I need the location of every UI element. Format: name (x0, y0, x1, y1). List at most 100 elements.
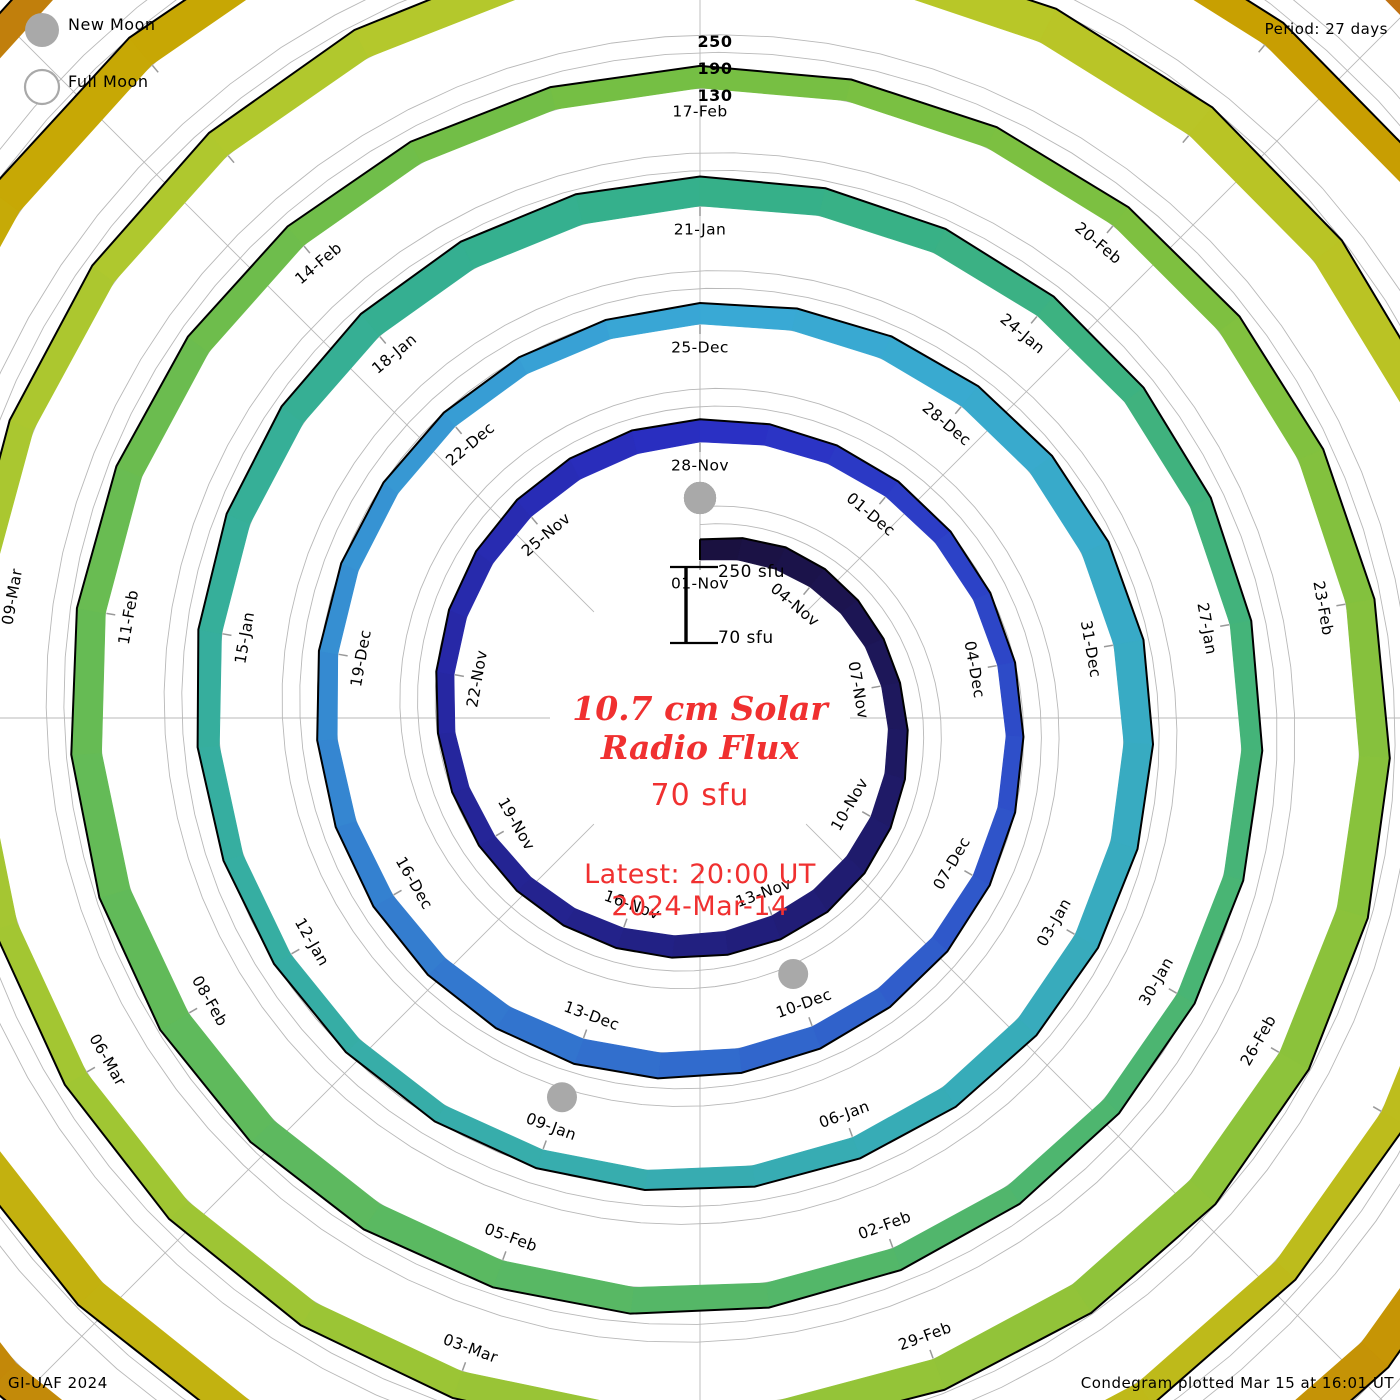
moon-marker-layer (546, 481, 809, 1113)
flux-band-segment (1112, 206, 1240, 332)
flux-band-segment (0, 922, 87, 1086)
date-label: 28-Nov (671, 457, 729, 475)
legend-full-moon-label: Full Moon (68, 72, 149, 91)
flux-band-segment (0, 837, 18, 928)
scale-bar-icon (670, 565, 718, 645)
flux-band-segment (9, 265, 115, 431)
day-tick (455, 426, 463, 435)
flux-band-segment (452, 1371, 600, 1400)
flux-band-segment (197, 629, 222, 748)
flux-band-segment (1110, 742, 1154, 850)
day-tick (871, 685, 881, 689)
moon-legend-icons (23, 13, 61, 106)
flux-band-segment (1218, 315, 1324, 461)
new-moon-marker (546, 1082, 577, 1113)
date-label: 09-Mar (0, 567, 26, 626)
scale-bar-top-label: 250 sfu (718, 562, 785, 582)
flux-band-segment (671, 931, 729, 958)
day-tick (808, 1016, 813, 1026)
flux-band-segment (605, 302, 701, 340)
flux-band-segment (818, 187, 947, 254)
flux-band-segment (885, 481, 952, 544)
flux-band-segment (360, 241, 475, 337)
day-tick (502, 1251, 507, 1261)
flux-band-segment (345, 1038, 446, 1122)
day-tick (1372, 1106, 1382, 1112)
date-label: 23-Feb (1309, 579, 1336, 636)
flux-band-segment (1223, 749, 1263, 882)
day-tick (987, 664, 997, 668)
flux-band-segment (316, 738, 357, 828)
flux-band-segment (1264, 22, 1400, 183)
flux-band-segment (1295, 1341, 1389, 1400)
day-tick (338, 653, 348, 657)
flux-band-segment (223, 854, 292, 965)
day-tick (623, 918, 628, 928)
flux-band-segment (877, 936, 948, 1008)
flux-band-segment (1103, 993, 1196, 1114)
radial-scale-tick-250: 250 (697, 32, 733, 51)
flux-band-segment (443, 356, 528, 427)
flux-band-segment (535, 1149, 648, 1191)
flux-band-segment (159, 1012, 274, 1143)
day-tick (1270, 1047, 1280, 1053)
period-label: Period: 27 days (1264, 20, 1388, 38)
day-tick (106, 612, 116, 616)
date-label: 03-Jan (1033, 895, 1075, 949)
flux-band-segment (933, 228, 1055, 317)
flux-band-segment (340, 481, 399, 571)
radial-spoke (805, 17, 1400, 613)
day-tick (582, 1029, 588, 1039)
flux-band-segment (1275, 1111, 1400, 1281)
date-label: 05-Feb (482, 1220, 540, 1256)
day-tick (878, 496, 886, 505)
flux-band-segment (573, 1038, 662, 1079)
flux-band-segment (128, 0, 247, 66)
day-tick (151, 64, 159, 73)
flux-band-segment (1072, 1179, 1216, 1314)
plotted-timestamp-label: Condegram plotted Mar 15 at 16:01 UT (1080, 1374, 1394, 1392)
date-label: 13-Dec (561, 998, 621, 1035)
flux-band-segment (0, 1362, 63, 1400)
current-flux-value: 70 sfu (650, 777, 750, 813)
flux-band-segment (0, 1342, 17, 1379)
flux-band-segment (1124, 387, 1212, 507)
flux-band-segment (845, 79, 998, 148)
flux-band-segment (791, 308, 893, 359)
day-tick (222, 633, 232, 637)
flux-band-segment (986, 126, 1130, 226)
date-label: 21-Jan (674, 221, 726, 239)
flux-band-segment (0, 196, 20, 248)
date-label: 15-Jan (231, 610, 258, 665)
day-tick (954, 406, 962, 415)
flux-band-segment (354, 0, 516, 58)
day-tick (888, 1238, 894, 1248)
flux-band-segment (942, 1017, 1037, 1108)
flux-band-segment (64, 1071, 189, 1220)
center-annotation: 10.7 cm Solar Radio Flux 70 sfu Latest: … (400, 689, 1000, 923)
date-label: 02-Feb (856, 1207, 914, 1243)
flux-band-segment (287, 141, 422, 246)
flux-band-segment (779, 1358, 945, 1400)
flux-band-segment (99, 888, 189, 1031)
flux-band-segment (864, 638, 901, 687)
day-tick (393, 889, 402, 896)
day-tick (531, 516, 539, 525)
date-label: 06-Jan (817, 1097, 872, 1132)
date-label: 31-Dec (1077, 619, 1105, 679)
day-tick (188, 1007, 198, 1014)
flux-band-segment (187, 225, 304, 353)
scale-bar-bottom-label: 70 sfu (718, 628, 774, 648)
flux-band-segment (1177, 874, 1244, 1004)
flux-band-segment (518, 319, 611, 375)
flux-band-segment (208, 29, 369, 156)
day-tick (929, 1349, 934, 1359)
flux-band-segment (1074, 840, 1138, 949)
day-tick (1030, 316, 1038, 324)
day-tick (227, 155, 235, 164)
legend-new-moon-label: New Moon (68, 15, 156, 34)
